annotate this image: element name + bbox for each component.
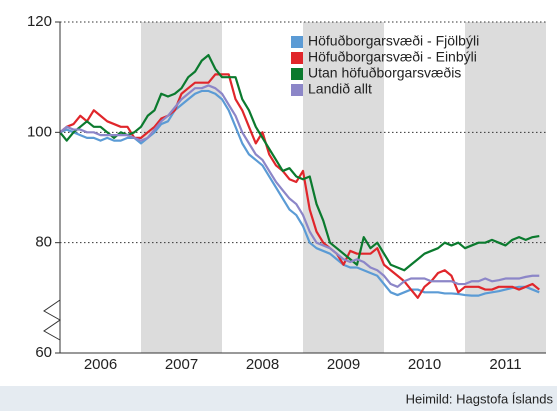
source: Heimild: Hagstofa Íslands xyxy=(406,391,554,406)
y-tick-label: 100 xyxy=(27,123,52,140)
legend-swatch xyxy=(291,84,303,96)
y-tick-label: 120 xyxy=(27,13,52,30)
shaded-band xyxy=(303,22,384,353)
x-tick-label: 2010 xyxy=(408,356,441,373)
legend-label: Höfuðborgarsvæði - Einbýli xyxy=(308,49,477,65)
x-tick-label: 2007 xyxy=(165,356,198,373)
source-strip xyxy=(0,386,557,411)
axis-break xyxy=(43,299,61,341)
x-tick-label: 2008 xyxy=(246,356,279,373)
series-line xyxy=(59,54,540,272)
series-line xyxy=(59,84,540,288)
legend-swatch xyxy=(291,68,303,80)
legend-swatch xyxy=(291,52,303,64)
shaded-band xyxy=(141,22,222,353)
legend-label: Landið allt xyxy=(308,81,372,97)
x-tick-label: 2011 xyxy=(489,356,521,373)
shaded-band xyxy=(465,22,546,353)
series-line xyxy=(59,73,540,299)
legend-swatch xyxy=(291,36,303,48)
x-tick-label: 2006 xyxy=(84,356,117,373)
y-tick-label: 80 xyxy=(35,234,52,251)
legend-label: Utan höfuðborgarsvæðis xyxy=(308,65,461,81)
series-line xyxy=(59,89,540,297)
legend-label: Höfuðborgarsvæði - Fjölbýli xyxy=(308,33,479,49)
y-tick-label: 60 xyxy=(35,344,52,361)
x-tick-label: 2009 xyxy=(327,356,360,373)
